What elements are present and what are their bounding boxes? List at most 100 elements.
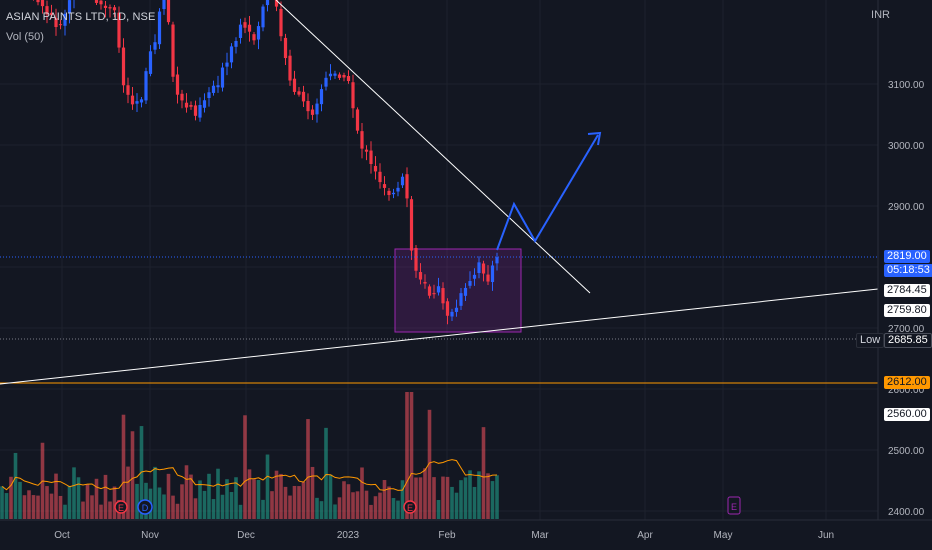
volume-bar [202, 490, 207, 519]
candle-body [265, 0, 270, 6]
candle-body [175, 74, 180, 95]
volume-bar [283, 486, 288, 519]
candle-body [306, 100, 310, 112]
candle-body [351, 82, 355, 109]
candle-body [220, 67, 225, 88]
volume-bar [477, 471, 481, 519]
volume-bar [0, 486, 4, 519]
candle-body [427, 286, 432, 296]
dividend-event-icon[interactable]: D [137, 499, 153, 515]
candle-body [324, 77, 328, 87]
candle-body [157, 11, 162, 45]
candle-body [387, 190, 391, 196]
volume-bar [279, 473, 283, 519]
candle-body [49, 12, 54, 16]
earnings-event-icon[interactable]: E [114, 500, 128, 514]
candle-body [418, 272, 423, 280]
candle-body [477, 262, 481, 273]
upcoming-earnings-event-icon[interactable]: E [727, 496, 741, 515]
volume-bar [454, 492, 459, 519]
candle-body [126, 85, 130, 95]
volume-bar [63, 504, 67, 519]
earnings-event-icon[interactable]: E [403, 500, 417, 514]
candle-body [148, 51, 153, 74]
candle-body [355, 109, 360, 131]
candle-body [121, 47, 126, 86]
candle-body [405, 174, 409, 199]
candle-body [54, 18, 58, 28]
candle-body [135, 101, 139, 104]
candle-body [144, 71, 148, 101]
volume-bar [198, 480, 202, 519]
candle-body [441, 288, 445, 304]
volume-bar [90, 495, 94, 519]
candle-body [337, 74, 342, 78]
volume-bar [387, 486, 391, 519]
price-tick: 2900.00 [888, 202, 925, 213]
time-label: Nov [141, 530, 159, 541]
volume-bar [58, 495, 63, 519]
price-tick: 2600.00 [888, 385, 925, 396]
volume-bar [126, 466, 130, 519]
candle-body [202, 100, 207, 108]
price-tick: 2400.00 [888, 507, 925, 518]
candle-body [391, 192, 396, 195]
volume-bar [328, 474, 333, 519]
candle-body [315, 103, 319, 115]
svg-text:E: E [407, 503, 413, 513]
volume-bar [13, 452, 18, 519]
volume-bar [310, 466, 315, 519]
horizontal-line-price-label: 2612.00 [884, 376, 930, 389]
candle-body [58, 24, 63, 26]
price-level-label: 2560.00 [884, 408, 930, 421]
candle-body [243, 22, 247, 28]
candle-body [310, 109, 315, 115]
time-label: 2023 [337, 530, 360, 541]
candle-body [292, 78, 297, 92]
bar-countdown-label: 05:18:53 [884, 264, 932, 277]
svg-text:E: E [731, 502, 737, 512]
candle-body [328, 73, 333, 77]
volume-bar [67, 485, 72, 519]
time-label: May [714, 530, 733, 541]
candle-body [252, 34, 256, 41]
candle-body [445, 301, 450, 316]
time-label: Feb [438, 530, 456, 541]
volume-bar [301, 481, 306, 519]
volume-bar [130, 431, 135, 519]
candle-body [234, 40, 238, 47]
candle-body [153, 42, 157, 50]
time-label: Dec [237, 530, 255, 541]
candle-body [454, 307, 459, 312]
volume-bar [193, 498, 198, 519]
grid [0, 0, 878, 520]
candle-body [283, 37, 288, 59]
candle-body [414, 247, 418, 271]
candle-body [486, 274, 490, 282]
volume-bar [216, 468, 220, 519]
volume-bar [292, 485, 297, 519]
volume-bar [373, 496, 378, 519]
volume-bar [319, 501, 324, 519]
descending-trendline[interactable] [275, 0, 591, 294]
ascending-trendline[interactable] [0, 288, 879, 385]
volume-bar [432, 477, 436, 519]
volume-bar [247, 469, 252, 519]
volume-bar [22, 495, 27, 519]
consolidation-box[interactable] [394, 248, 522, 333]
volume-bar [342, 481, 346, 519]
symbol-title[interactable]: ASIAN PAINTS LTD, 1D, NSE [6, 11, 156, 23]
volume-bar [315, 497, 319, 519]
time-label: Jun [818, 530, 834, 541]
candle-body [198, 105, 202, 118]
last-price-label: 2819.00 [884, 250, 930, 263]
volume-indicator-label[interactable]: Vol (50) [6, 31, 44, 43]
candle-body [342, 74, 346, 78]
forecast-path[interactable] [496, 134, 599, 251]
volume-bar [427, 409, 432, 519]
price-axis-ticks: 3100.00 3000.00 2900.00 2700.00 2600.00 … [888, 80, 925, 518]
candle-body [472, 274, 477, 279]
volume-bar [94, 478, 99, 519]
volume-bar [495, 475, 499, 519]
